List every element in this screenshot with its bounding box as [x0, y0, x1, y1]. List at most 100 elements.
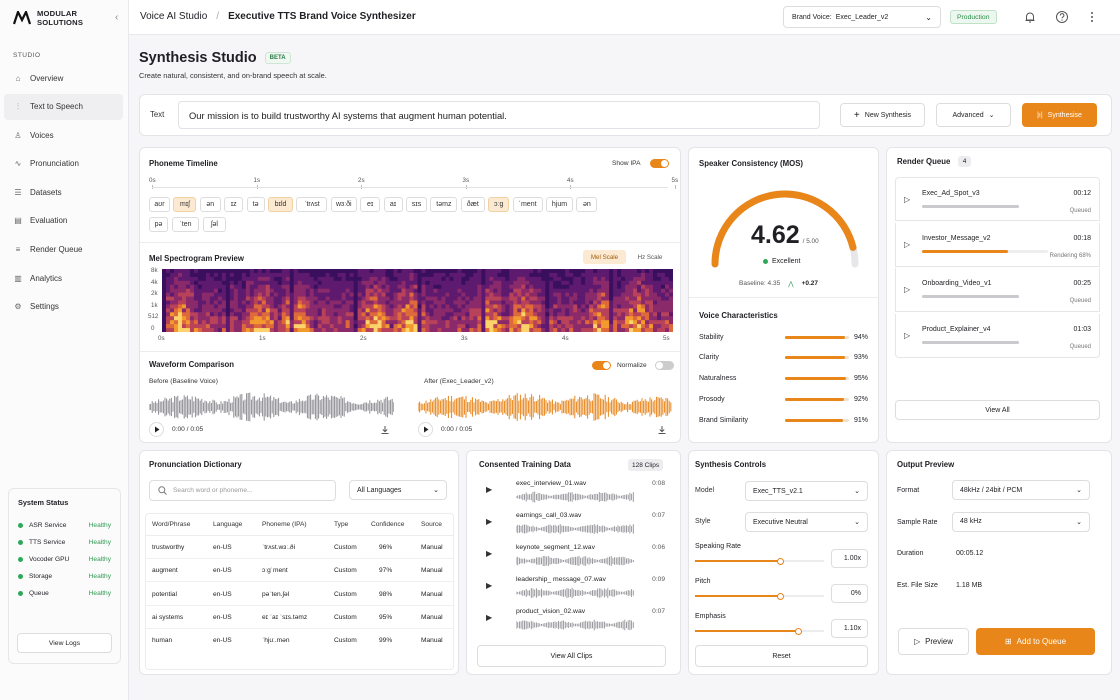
mel-cell [609, 328, 614, 332]
model-select[interactable]: Exec_TTS_v2.1 ⌄ [745, 481, 868, 501]
sidebar-item-render-queue[interactable]: ≡ Render Queue [4, 237, 123, 263]
phoneme-chip[interactable]: bɪld [268, 197, 293, 212]
dictionary-search-input[interactable]: Search word or phoneme... [149, 480, 336, 501]
sidebar-item-datasets[interactable]: ☰ Datasets [4, 179, 123, 205]
play-icon[interactable]: ▷ [904, 195, 911, 204]
download-icon[interactable] [657, 425, 667, 435]
brand-logo[interactable]: MODULAR SOLUTIONS [13, 9, 83, 27]
sidebar-item-analytics[interactable]: ▥ Analytics [4, 265, 123, 291]
training-clip[interactable]: ▶ leadership_ message_07.wav 0:09 [477, 574, 670, 602]
slider-handle[interactable] [794, 627, 802, 635]
phoneme-chip[interactable]: aɪ [383, 197, 403, 212]
phoneme-chip[interactable]: tə [246, 197, 265, 212]
phoneme-chip[interactable]: ʃəl [203, 217, 226, 232]
phoneme-chip[interactable]: ˈment [512, 197, 543, 212]
mel-cell [313, 276, 319, 282]
table-row[interactable]: human en-US ˈhjuː.mən Custom 99% Manual [146, 629, 453, 652]
mel-cell [177, 280, 183, 286]
play-icon[interactable]: ▶ [486, 485, 493, 494]
training-clip[interactable]: ▶ keynote_segment_12.wav 0:06 [477, 542, 670, 570]
download-icon[interactable] [380, 425, 390, 435]
phoneme-chip[interactable]: wɜːði [330, 197, 357, 212]
mel-cell [213, 308, 219, 313]
table-row[interactable]: trustworthy en-US ˈtrʌst.wɜː.ði Custom 96% Ma… [146, 536, 453, 559]
queue-item[interactable]: ▷ Investor_Message_v2 00:18 Rendering 68% [895, 222, 1100, 267]
output-select[interactable]: 48 kHz ⌄ [952, 511, 1090, 532]
phoneme-chip[interactable]: aʊr [149, 197, 170, 212]
add-to-queue-button[interactable]: ⊞ Add to Queue [976, 628, 1095, 655]
sidebar-item-text-to-speech[interactable]: ⫶ Text to Speech [4, 93, 123, 120]
phoneme-chip[interactable]: ən [199, 197, 221, 212]
phoneme-chip[interactable]: ɔːg [488, 197, 510, 212]
slider-value-input[interactable]: 1.00x [831, 549, 868, 568]
play-icon[interactable]: ▷ [904, 330, 911, 340]
play-icon[interactable]: ▶ [486, 613, 493, 622]
table-row[interactable]: potential en-US pəˈten.ʃəl Custom 98% Manual [146, 583, 453, 606]
phoneme-chip[interactable]: mɪʃ [173, 197, 197, 212]
sidebar-item-voices[interactable]: ♙ Voices [4, 122, 123, 148]
phoneme-chip[interactable]: təmz [430, 197, 458, 212]
mel-cell [313, 312, 319, 317]
advanced-dropdown[interactable]: Advanced ⌄ [936, 103, 1011, 127]
output-select[interactable]: 48kHz / 24bit / PCM ⌄ [952, 480, 1090, 500]
language-filter-select[interactable]: All Languages ⌄ [349, 480, 447, 500]
play-icon[interactable]: ▶ [486, 517, 493, 526]
slider-value-input[interactable]: 0% [831, 584, 868, 603]
slider-value-input[interactable]: 1.10x [831, 619, 868, 638]
training-clip[interactable]: ▶ exec_interview_01.wav 0:08 [477, 478, 670, 506]
show-ipa-toggle[interactable] [650, 159, 669, 168]
sidebar-item-pronunciation[interactable]: ∿ Pronunciation [4, 151, 123, 177]
training-clip[interactable]: ▶ earnings_call_03.wav 0:07 [477, 510, 670, 538]
mel-cell [169, 328, 175, 332]
phoneme-chip[interactable]: pə [149, 217, 168, 232]
brand-voice-select[interactable]: Brand Voice: Exec_Leader_v2 ⌄ [783, 6, 941, 28]
view-logs-button[interactable]: View Logs [17, 633, 112, 653]
phoneme-chip[interactable]: ən [576, 197, 598, 212]
breadcrumb-root[interactable]: Voice AI Studio [140, 11, 208, 22]
render-queue-title: Render Queue [897, 157, 951, 166]
view-all-queue-button[interactable]: View All [895, 400, 1100, 420]
hz-scale-button[interactable]: Hz Scale [637, 253, 663, 261]
play-icon[interactable]: ▷ [904, 239, 911, 249]
style-select[interactable]: Executive Neutral ⌄ [745, 512, 868, 532]
help-icon[interactable] [1055, 10, 1069, 24]
queue-item[interactable]: ▷ Product_Explainer_v4 01:03 Queued [895, 313, 1100, 358]
view-all-clips-button[interactable]: View All Clips [477, 645, 666, 667]
training-data-card: Consented Training Data 128 Clips ▶ exec_… [466, 450, 681, 675]
bell-icon[interactable] [1023, 10, 1037, 24]
sidebar-item-evaluation[interactable]: ▤ Evaluation [4, 208, 123, 234]
sidebar-item-settings[interactable]: ⚙ Settings [4, 294, 123, 320]
more-vertical-icon[interactable] [1085, 10, 1099, 24]
phoneme-chip[interactable]: ɪz [224, 197, 244, 212]
mel-scale-button[interactable]: Mel Scale [583, 250, 626, 264]
mel-cell [557, 308, 562, 313]
collapse-sidebar-icon[interactable]: ‹ [115, 12, 119, 23]
waveform-toggle[interactable] [592, 361, 611, 370]
phoneme-chip[interactable]: sɪs [406, 197, 427, 212]
mel-cell [293, 316, 299, 321]
before-play-button[interactable] [149, 422, 164, 437]
phoneme-chip[interactable]: eɪ [360, 197, 381, 212]
after-play-button[interactable] [418, 422, 433, 437]
play-icon[interactable]: ▶ [486, 549, 493, 558]
play-icon[interactable]: ▷ [904, 285, 911, 294]
slider-handle[interactable] [776, 592, 784, 600]
table-row[interactable]: augment en-US ɔːgˈment Custom 97% Manual [146, 559, 453, 583]
training-clip[interactable]: ▶ product_vision_02.wav 0:07 [477, 606, 670, 634]
synthesise-button[interactable]: |ı| Synthesise [1022, 103, 1097, 127]
normalize-toggle[interactable] [655, 361, 674, 370]
slider-handle[interactable] [776, 557, 784, 565]
table-row[interactable]: ai systems en-US eɪ ˈaɪ ˈsɪs.təmz Custom 95%… [146, 606, 453, 629]
reset-button[interactable]: Reset [695, 645, 868, 667]
queue-item[interactable]: ▷ Exec_Ad_Spot_v3 00:12 Queued [895, 177, 1100, 221]
play-icon[interactable]: ▶ [486, 581, 493, 590]
queue-item[interactable]: ▷ Onboarding_Video_v1 00:25 Queued [895, 268, 1100, 312]
phoneme-chip[interactable]: ˈten [172, 217, 199, 232]
phoneme-chip[interactable]: ðæt [460, 197, 485, 212]
new-synthesis-button[interactable]: + New Synthesis [840, 103, 925, 127]
phoneme-chip[interactable]: ˈtrʌst [296, 197, 328, 212]
synthesis-text-input[interactable]: Our mission is to build trustworthy AI s… [178, 101, 820, 129]
sidebar-item-overview[interactable]: ⌂ Overview [4, 65, 123, 91]
preview-button[interactable]: ▷ Preview [898, 628, 969, 655]
phoneme-chip[interactable]: hjum [546, 197, 573, 212]
